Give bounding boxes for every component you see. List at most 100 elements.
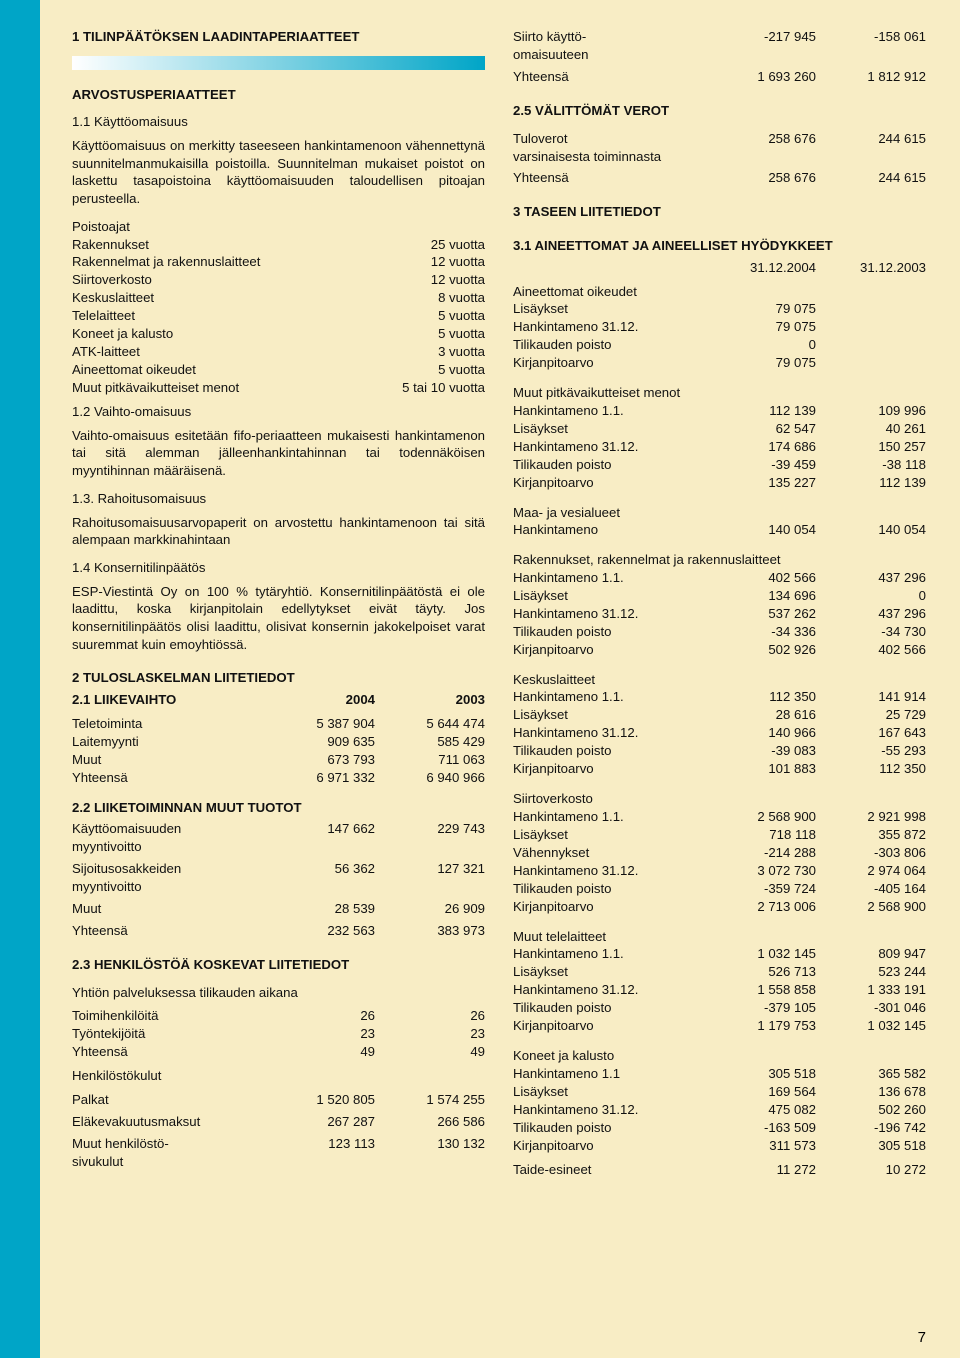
row-label: Tilikauden poisto: [513, 880, 706, 898]
dep-value: 5 vuotta: [365, 325, 485, 343]
asset-groups: Aineettomat oikeudetLisäykset79 075Hanki…: [513, 277, 926, 1185]
row-label: Kirjanpitoarvo: [513, 898, 706, 916]
row-label: Tuloverotvarsinaisesta toiminnasta: [513, 130, 706, 166]
row-value-2: -38 118: [816, 456, 926, 474]
dep-label: Aineettomat oikeudet: [72, 361, 365, 379]
row-value-1: 28 539: [265, 900, 375, 918]
row-value-1: 1 693 260: [706, 68, 816, 86]
row-value-1: 718 118: [706, 826, 816, 844]
data-row: Tilikauden poisto-379 105-301 046: [513, 999, 926, 1017]
data-row: Eläkevakuutusmaksut267 287266 586: [72, 1113, 485, 1131]
row-value-2: 150 257: [816, 438, 926, 456]
data-row: Laitemyynti909 635585 429: [72, 733, 485, 751]
row-label: Muut: [72, 751, 265, 769]
row-label: Yhteensä: [72, 769, 265, 787]
row-value-2: [816, 318, 926, 336]
row-value-1: 28 616: [706, 706, 816, 724]
depreciation-row: Siirtoverkosto12 vuotta: [72, 271, 485, 289]
data-row: Lisäykset718 118355 872: [513, 826, 926, 844]
row-value-1: 49: [265, 1043, 375, 1061]
row-value-2: 229 743: [375, 820, 485, 856]
row-value-1: 1 520 805: [265, 1091, 375, 1109]
data-row: Muut673 793711 063: [72, 751, 485, 769]
row-label: Muut: [72, 900, 265, 918]
data-row: Toimihenkilöitä2626: [72, 1007, 485, 1025]
dep-label: Koneet ja kalusto: [72, 325, 365, 343]
data-row: Vähennykset-214 288-303 806: [513, 844, 926, 862]
section-1-1-text: Käyttöomaisuus on merkitty taseeseen han…: [72, 137, 485, 208]
row-label: Hankintameno 1.1: [513, 1065, 706, 1083]
data-row: Muut28 53926 909: [72, 900, 485, 918]
row-value-2: 809 947: [816, 945, 926, 963]
data-row: Työntekijöitä2323: [72, 1025, 485, 1043]
row-value-1: 140 054: [706, 521, 816, 539]
section-2-5-heading: 2.5 VÄLITTÖMÄT VEROT: [513, 102, 926, 120]
row-label: Hankintameno 1.1.: [513, 808, 706, 826]
row-value-2: 49: [375, 1043, 485, 1061]
row-label: Tilikauden poisto: [513, 999, 706, 1017]
row-value-2: -34 730: [816, 623, 926, 641]
data-row: Hankintameno 1.1.402 566437 296: [513, 569, 926, 587]
data-row: Lisäykset28 61625 729: [513, 706, 926, 724]
row-label: Siirto käyttö-omaisuuteen: [513, 28, 706, 64]
row-label: Yhteensä: [72, 922, 265, 940]
dep-label: Telelaitteet: [72, 307, 365, 325]
depreciation-row: Rakennukset25 vuotta: [72, 236, 485, 254]
dep-label: Keskuslaitteet: [72, 289, 365, 307]
row-value-2: 1 574 255: [375, 1091, 485, 1109]
data-row: Hankintameno 1.1305 518365 582: [513, 1065, 926, 1083]
row-label: Lisäykset: [513, 587, 706, 605]
data-row: Yhteensä6 971 3326 940 966: [72, 769, 485, 787]
depreciation-row: Rakennelmat ja rakennuslaitteet12 vuotta: [72, 253, 485, 271]
col-2004: 2004: [265, 691, 375, 709]
row-value-1: 1 558 858: [706, 981, 816, 999]
row-value-1: 101 883: [706, 760, 816, 778]
row-value-1: 23: [265, 1025, 375, 1043]
dep-value: 25 vuotta: [365, 236, 485, 254]
data-row: Kirjanpitoarvo2 713 0062 568 900: [513, 898, 926, 916]
row-value-2: -301 046: [816, 999, 926, 1017]
row-label: Tilikauden poisto: [513, 336, 706, 354]
row-label: Hankintameno 1.1.: [513, 402, 706, 420]
section-1-2-text: Vaihto-omaisuus esitetään fifo-periaatte…: [72, 427, 485, 480]
data-row: Lisäykset79 075: [513, 300, 926, 318]
row-value-2: -158 061: [816, 28, 926, 64]
liikevaihto-label: 2.1 LIIKEVAIHTO: [72, 691, 265, 709]
data-row: Yhteensä258 676244 615: [513, 169, 926, 187]
right-column: Siirto käyttö-omaisuuteen-217 945-158 06…: [513, 28, 926, 1344]
data-row: Hankintameno140 054140 054: [513, 521, 926, 539]
depreciation-list: Rakennukset25 vuottaRakennelmat ja raken…: [72, 236, 485, 398]
row-label: Hankintameno 31.12.: [513, 605, 706, 623]
row-label: Hankintameno 31.12.: [513, 318, 706, 336]
section-1-3-text: Rahoitusomaisuusarvopaperit on arvostett…: [72, 514, 485, 549]
row-label: Tilikauden poisto: [513, 623, 706, 641]
heading-banner: [72, 56, 485, 70]
row-value-2: 266 586: [375, 1113, 485, 1131]
data-row: Teletoiminta5 387 9045 644 474: [72, 715, 485, 733]
data-row: Hankintameno 1.1.112 139109 996: [513, 402, 926, 420]
group-title: Rakennukset, rakennelmat ja rakennuslait…: [513, 551, 926, 569]
data-row: Tilikauden poisto-34 336-34 730: [513, 623, 926, 641]
data-row: Siirto käyttö-omaisuuteen-217 945-158 06…: [513, 28, 926, 64]
row-label: Käyttöomaisuudenmyyntivoitto: [72, 820, 265, 856]
row-label: Taide-esineet: [513, 1161, 706, 1179]
row-label: Lisäykset: [513, 300, 706, 318]
section-1-3-heading: 1.3. Rahoitusomaisuus: [72, 490, 485, 508]
personnel-count-rows: Toimihenkilöitä2626Työntekijöitä2323Yhte…: [72, 1007, 485, 1061]
data-row: Kirjanpitoarvo311 573305 518: [513, 1137, 926, 1155]
row-value-1: 56 362: [265, 860, 375, 896]
row-label: Lisäykset: [513, 420, 706, 438]
row-label: Hankintameno 1.1.: [513, 569, 706, 587]
row-value-1: 134 696: [706, 587, 816, 605]
data-row: Hankintameno 31.12.1 558 8581 333 191: [513, 981, 926, 999]
row-value-2: 1 812 912: [816, 68, 926, 86]
row-value-1: 232 563: [265, 922, 375, 940]
row-value-2: 1 333 191: [816, 981, 926, 999]
data-row: Hankintameno 31.12.475 082502 260: [513, 1101, 926, 1119]
row-value-2: 355 872: [816, 826, 926, 844]
data-row: Tilikauden poisto0: [513, 336, 926, 354]
row-value-1: 140 966: [706, 724, 816, 742]
col-2003: 2003: [375, 691, 485, 709]
depreciation-row: Aineettomat oikeudet5 vuotta: [72, 361, 485, 379]
row-label: Kirjanpitoarvo: [513, 641, 706, 659]
